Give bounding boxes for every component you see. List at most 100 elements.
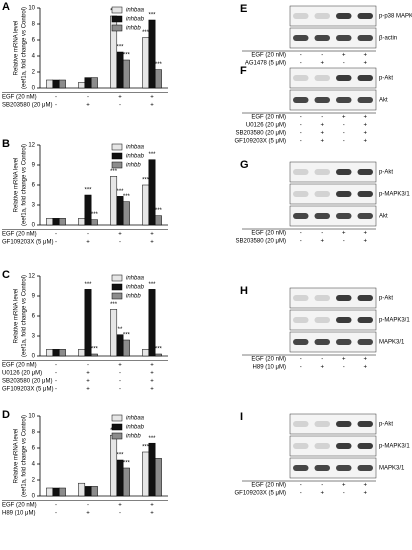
blot-band	[357, 443, 373, 449]
treatment-label: EGF (20 nM)	[251, 483, 286, 489]
blot-band	[293, 35, 309, 41]
blot-band	[357, 213, 373, 219]
significance-label: ***	[148, 436, 156, 442]
y-tick-label: 2	[32, 70, 36, 76]
blot-row-label: MAPK3/1	[379, 340, 405, 346]
y-tick-label: 3	[32, 203, 36, 209]
treatment-label: U0126 (20 μM)	[2, 371, 42, 377]
treatment-sign: +	[320, 123, 324, 129]
treatment-sign: +	[363, 357, 367, 363]
legend-label: inhbab	[126, 425, 145, 431]
bar	[84, 77, 92, 89]
treatment-sign: +	[150, 103, 154, 109]
treatment-sign: +	[363, 239, 367, 245]
blot-band	[357, 35, 373, 41]
bar	[52, 487, 60, 497]
significance-label: ***	[110, 302, 118, 308]
treatment-sign: +	[363, 491, 367, 497]
treatment-sign: -	[119, 379, 121, 385]
treatment-sign: -	[55, 511, 57, 517]
blot-band	[293, 213, 309, 219]
treatment-sign: -	[321, 483, 323, 489]
treatment-sign: +	[363, 123, 367, 129]
treatment-sign: -	[55, 240, 57, 246]
treatment-sign: -	[321, 231, 323, 237]
bar	[46, 218, 54, 226]
treatment-sign: -	[300, 239, 302, 245]
treatment-sign: -	[300, 115, 302, 121]
blot-band	[357, 421, 373, 427]
treatment-sign: -	[321, 53, 323, 59]
bar	[122, 59, 130, 89]
bar	[142, 37, 150, 89]
treatment-label: GF109203X (5 μM)	[2, 240, 53, 246]
bar	[52, 79, 60, 89]
blot-band	[314, 13, 330, 19]
treatment-label: GF109203X (5 μM)	[235, 491, 286, 497]
treatment-label: EGF (20 nM)	[251, 115, 286, 121]
bar	[148, 289, 156, 357]
bar	[154, 215, 162, 226]
panel-letter: I	[240, 411, 243, 423]
bar	[154, 458, 162, 497]
y-tick-label: 9	[32, 294, 36, 300]
legend-label: inhbb	[126, 294, 141, 300]
significance-label: ***	[155, 62, 163, 68]
y-tick-label: 6	[32, 38, 36, 44]
legend-label: inhbaa	[126, 276, 145, 282]
bar	[78, 482, 86, 497]
blot-band	[314, 169, 330, 175]
bar	[58, 349, 66, 357]
blot-band	[357, 75, 373, 81]
blot-band	[293, 169, 309, 175]
bar	[142, 349, 150, 357]
treatment-sign: -	[343, 239, 345, 245]
blot-row-label: p-Akt	[379, 296, 393, 302]
y-tick-label: 9	[32, 163, 36, 169]
legend-swatch	[111, 283, 123, 291]
blot-band	[336, 191, 352, 197]
significance-label: ***	[142, 445, 150, 451]
treatment-sign: -	[119, 240, 121, 246]
blot-band	[357, 317, 373, 323]
bar	[78, 349, 86, 357]
blot-frame	[289, 67, 377, 89]
significance-label: ***	[148, 152, 156, 158]
blot-band	[293, 75, 309, 81]
treatment-label: EGF (20 nM)	[251, 231, 286, 237]
blot-row-label: p-Akt	[379, 170, 393, 176]
treatment-sign: +	[150, 95, 154, 101]
legend-swatch	[111, 432, 123, 440]
blot-band	[357, 97, 373, 103]
y-axis-label: Relative mRNA level	[14, 429, 20, 484]
legend-label: inhbaa	[126, 145, 145, 151]
significance-label: ***	[91, 212, 99, 218]
treatment-sign: +	[342, 483, 346, 489]
bar	[154, 353, 162, 357]
blot-band	[336, 465, 352, 471]
blot-band	[336, 295, 352, 301]
treatment-sign: +	[150, 232, 154, 238]
y-axis-label: Relative mRNA level	[14, 289, 20, 344]
panel-letter: F	[240, 65, 247, 77]
bar	[58, 487, 66, 497]
treatment-sign: -	[119, 371, 121, 377]
blot-band	[336, 97, 352, 103]
bar	[122, 201, 130, 226]
blot-frame	[289, 183, 377, 205]
treatment-sign: -	[55, 387, 57, 393]
legend-label: inhbab	[126, 17, 145, 23]
blot-band	[357, 191, 373, 197]
significance-label: ***	[155, 347, 163, 353]
treatment-label: SB203580 (20 μM)	[2, 103, 52, 109]
blot-band	[336, 35, 352, 41]
bar	[90, 353, 98, 357]
treatment-sign: -	[343, 123, 345, 129]
treatment-sign: +	[363, 61, 367, 67]
bar	[84, 486, 92, 497]
treatment-sign: -	[343, 139, 345, 145]
blot-band	[314, 75, 330, 81]
significance-label: **	[118, 327, 123, 333]
blot-band	[293, 421, 309, 427]
blot-band	[314, 465, 330, 471]
